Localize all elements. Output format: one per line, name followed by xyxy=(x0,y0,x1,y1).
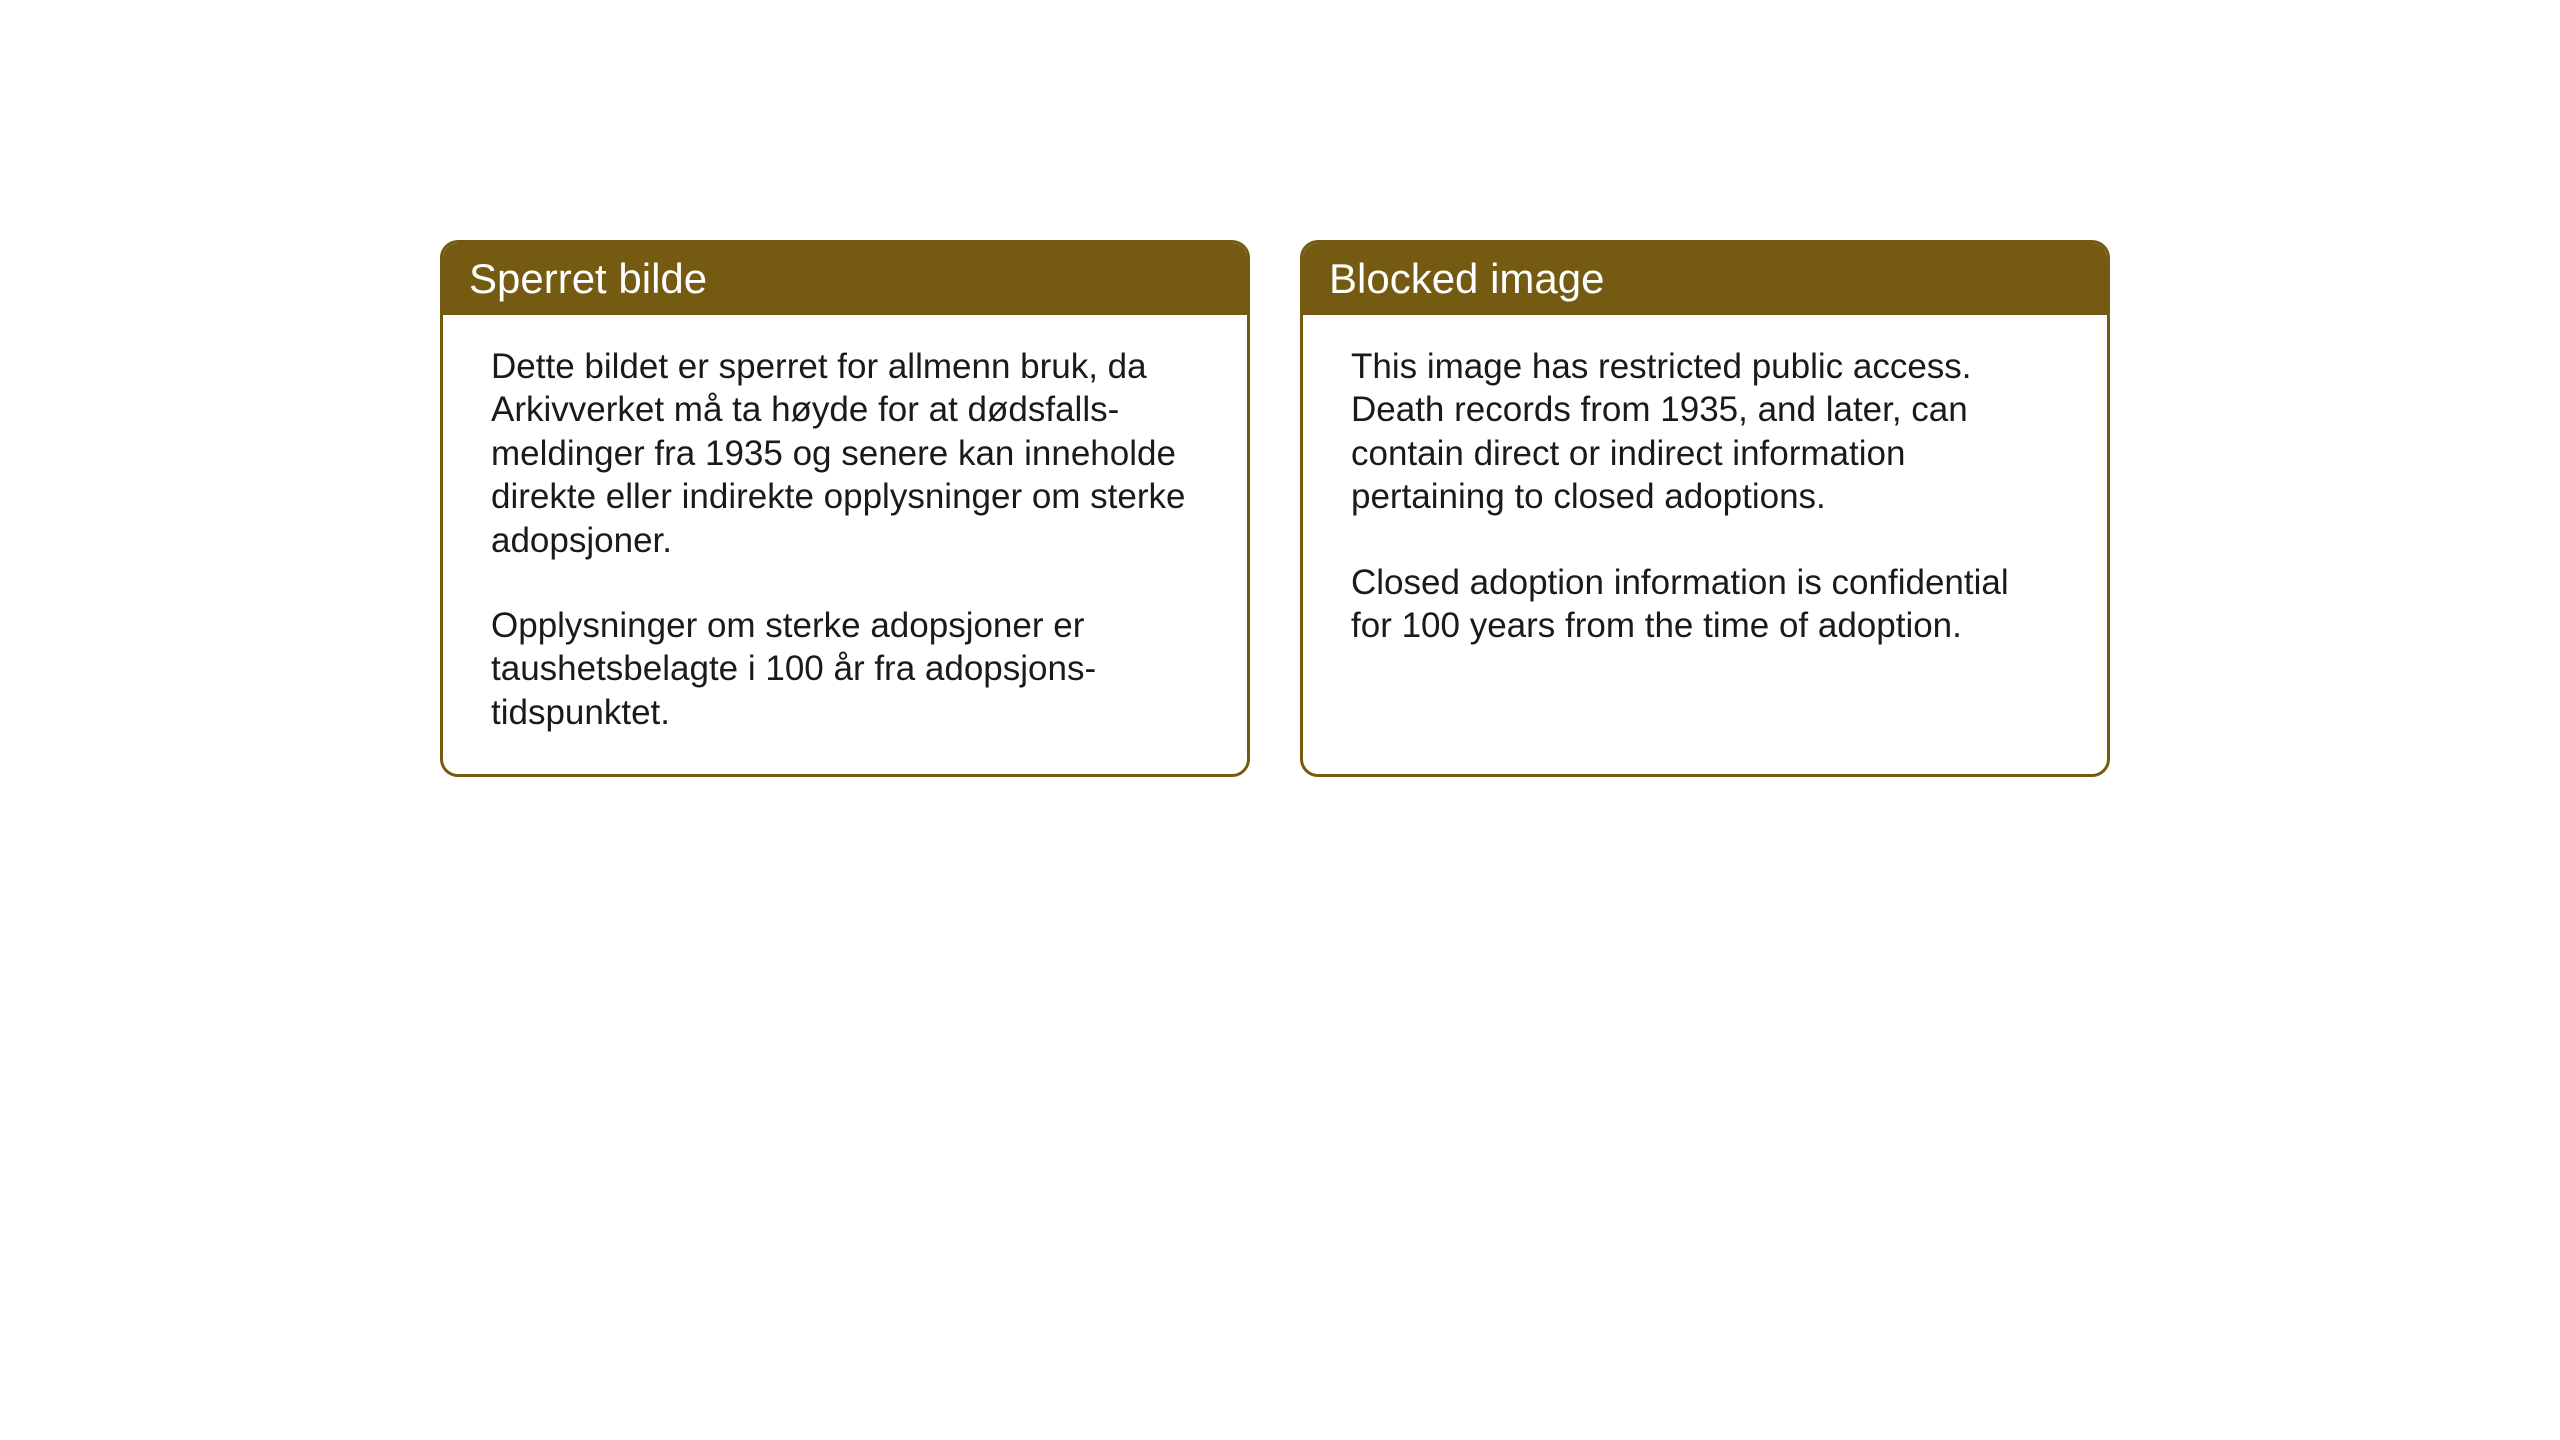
card-paragraph-english-1: This image has restricted public access.… xyxy=(1351,345,2059,519)
card-paragraph-norwegian-2: Opplysninger om sterke adopsjoner er tau… xyxy=(491,604,1199,734)
card-paragraph-norwegian-1: Dette bildet er sperret for allmenn bruk… xyxy=(491,345,1199,562)
card-header-english: Blocked image xyxy=(1303,243,2107,315)
card-body-norwegian: Dette bildet er sperret for allmenn bruk… xyxy=(443,315,1247,774)
card-body-english: This image has restricted public access.… xyxy=(1303,315,2107,687)
card-paragraph-english-2: Closed adoption information is confident… xyxy=(1351,561,2059,648)
card-title-english: Blocked image xyxy=(1329,255,1604,302)
notice-card-english: Blocked image This image has restricted … xyxy=(1300,240,2110,777)
card-title-norwegian: Sperret bilde xyxy=(469,255,707,302)
notice-cards-container: Sperret bilde Dette bildet er sperret fo… xyxy=(440,240,2120,777)
notice-card-norwegian: Sperret bilde Dette bildet er sperret fo… xyxy=(440,240,1250,777)
card-header-norwegian: Sperret bilde xyxy=(443,243,1247,315)
